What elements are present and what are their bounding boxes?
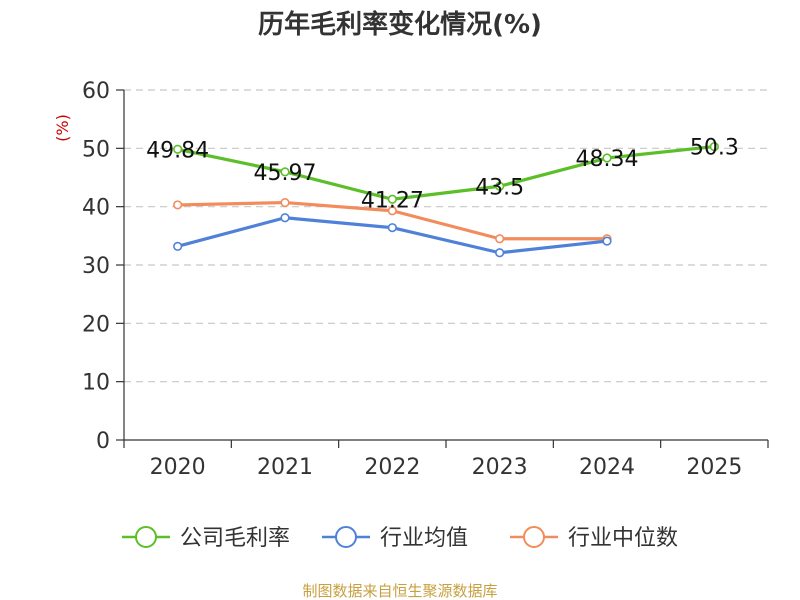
legend-label-2: 行业中位数 xyxy=(568,526,678,551)
data-label-2023: 43.5 xyxy=(475,175,524,200)
y-tick-label-50: 50 xyxy=(82,137,110,162)
chart-title: 历年毛利率变化情况(%) xyxy=(258,9,542,40)
legend-marker-2 xyxy=(523,526,545,548)
series-1-point-1 xyxy=(280,213,290,223)
series-2-point-0 xyxy=(173,200,183,210)
x-tick-label-2024: 2024 xyxy=(579,455,635,480)
y-tick-label-10: 10 xyxy=(82,371,110,396)
y-tick-label-0: 0 xyxy=(96,429,110,454)
data-label-2025: 50.3 xyxy=(690,136,739,161)
data-labels: 49.84 45.97 41.27 43.5 48.34 50.3 xyxy=(146,136,739,214)
data-label-2020: 49.84 xyxy=(146,138,209,163)
y-tick-label-30: 30 xyxy=(82,254,110,279)
series-2-point-1 xyxy=(280,197,290,208)
series-0-point-2 xyxy=(387,194,397,204)
series-1-point-2 xyxy=(387,223,397,233)
legend-label-0: 公司毛利率 xyxy=(180,526,290,551)
series-1-point-4 xyxy=(602,236,612,246)
x-tick-label-2025: 2025 xyxy=(686,455,742,480)
series-0-point-1 xyxy=(280,167,290,177)
y-tick-label-60: 60 xyxy=(82,79,110,104)
series-0-point-4 xyxy=(602,153,612,163)
series-0-point-5 xyxy=(709,141,719,152)
legend-label-1: 行业均值 xyxy=(380,526,468,551)
series-line-0 xyxy=(177,144,715,201)
y-axis-label: (%) xyxy=(53,114,72,142)
source-note: 制图数据来自恒生聚源数据库 xyxy=(302,582,497,600)
legend-marker-0 xyxy=(135,526,157,548)
legend-marker-1 xyxy=(335,526,357,548)
series-0-point-0 xyxy=(173,144,183,154)
data-label-2024: 48.34 xyxy=(576,147,639,172)
legend: 公司毛利率 行业均值 行业中位数 xyxy=(122,526,678,551)
x-tick-label-2021: 2021 xyxy=(257,455,313,480)
data-label-2022: 41.27 xyxy=(361,188,424,213)
series-1-point-0 xyxy=(173,241,183,251)
x-tick-label-2022: 2022 xyxy=(364,455,420,480)
y-tick-label-40: 40 xyxy=(82,196,110,221)
x-tick-label-2020: 2020 xyxy=(150,455,206,480)
axes: 0 10 20 30 40 50 60 2020 2021 2022 2023 2024 2025 xyxy=(82,79,769,480)
y-tick-label-20: 20 xyxy=(82,312,110,337)
series-1 xyxy=(173,213,612,258)
series-0-point-3 xyxy=(495,181,505,191)
series-1-point-3 xyxy=(495,248,505,258)
series-line-1 xyxy=(177,216,608,255)
series-2-point-2 xyxy=(387,206,397,216)
series-group xyxy=(173,141,719,258)
series-2-point-3 xyxy=(495,234,505,244)
series-0 xyxy=(173,141,719,204)
data-label-2021: 45.97 xyxy=(254,161,317,186)
x-tick-label-2023: 2023 xyxy=(472,455,528,480)
